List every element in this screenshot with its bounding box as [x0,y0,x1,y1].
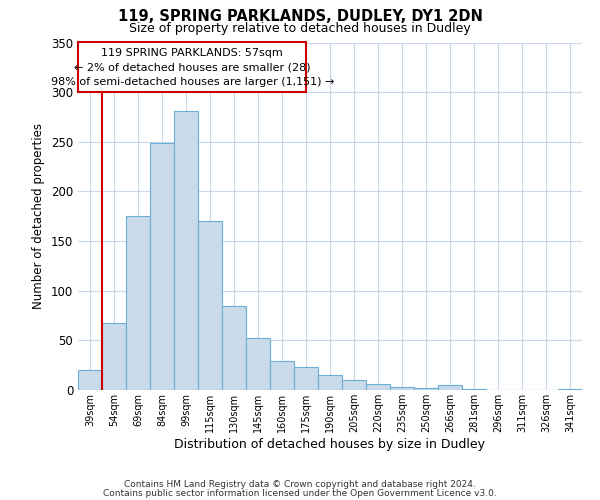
Bar [294,367,318,390]
Text: ← 2% of detached houses are smaller (28): ← 2% of detached houses are smaller (28) [74,62,311,72]
Bar [198,221,222,390]
Bar [318,375,342,390]
Bar [438,385,462,390]
Text: 119, SPRING PARKLANDS, DUDLEY, DY1 2DN: 119, SPRING PARKLANDS, DUDLEY, DY1 2DN [118,9,482,24]
Text: Contains HM Land Registry data © Crown copyright and database right 2024.: Contains HM Land Registry data © Crown c… [124,480,476,489]
Bar [414,388,438,390]
Text: Contains public sector information licensed under the Open Government Licence v3: Contains public sector information licen… [103,489,497,498]
Text: Size of property relative to detached houses in Dudley: Size of property relative to detached ho… [129,22,471,35]
Bar [558,389,582,390]
Bar [462,389,486,390]
Bar [270,361,294,390]
Bar [390,387,414,390]
X-axis label: Distribution of detached houses by size in Dudley: Distribution of detached houses by size … [175,438,485,450]
Bar [79,42,306,92]
Bar [150,143,174,390]
Bar [174,111,198,390]
Bar [222,306,246,390]
Text: 119 SPRING PARKLANDS: 57sqm: 119 SPRING PARKLANDS: 57sqm [101,48,283,58]
Bar [126,216,150,390]
Bar [366,384,390,390]
Y-axis label: Number of detached properties: Number of detached properties [32,123,46,309]
Bar [342,380,366,390]
Bar [78,370,102,390]
Bar [102,324,126,390]
Bar [246,338,270,390]
Text: 98% of semi-detached houses are larger (1,151) →: 98% of semi-detached houses are larger (… [50,77,334,87]
